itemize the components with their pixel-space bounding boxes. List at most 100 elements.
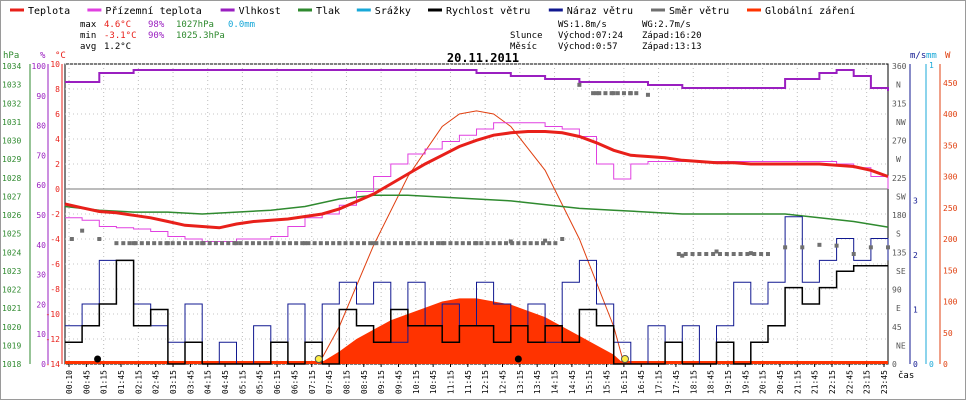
tick-time: 08:15 [342,370,351,394]
tick-direction-compass: S [896,230,901,239]
tick-ms: 2 [913,251,918,260]
point-wind-direction [133,241,138,246]
tick-time: 02:45 [152,370,161,394]
point-wind-direction [371,241,376,246]
tick-time: 06:45 [290,370,299,394]
point-wind-direction [170,241,175,246]
sunrise-marker [314,355,323,363]
point-wind-direction [80,228,85,233]
point-wind-direction [392,241,397,246]
tick-direction-deg: 45 [892,323,902,332]
sun-label: Slunce [510,31,543,41]
point-wind-direction [553,241,558,246]
legend-label: Tlak [316,6,340,17]
series-temperature [64,130,889,230]
point-wind-direction [127,241,132,246]
tick-time: 00:45 [82,370,91,394]
point-wind-direction [783,245,788,250]
tick-w: 300 [943,173,958,182]
legend-label: Srážky [375,5,411,17]
tick-celsius: -4 [50,235,60,244]
point-wind-direction [300,241,305,246]
point-wind-direction [405,241,410,246]
legend-label: Vlhkost [239,6,281,17]
tick-direction-deg: 180 [892,211,907,220]
point-wind-direction [547,241,552,246]
tick-direction-compass: SW [896,192,906,201]
point-wind-direction [318,241,323,246]
tick-direction-compass: NE [896,341,906,350]
point-wind-direction [411,241,416,246]
tick-hpa: 1026 [2,211,21,220]
stat-max-hum: 98% [148,20,165,30]
legend-label: Přízemní teplota [105,5,201,17]
legend-label: Směr větru [669,5,729,17]
tick-time: 18:45 [707,370,716,394]
tick-celsius: -2 [50,210,60,219]
stat-max-temp: 4.6°C [104,20,131,30]
point-wind-direction [697,252,702,256]
point-wind-direction [226,241,231,246]
chart-title: 20.11.2011 [447,51,519,65]
point-wind-direction [479,241,484,246]
tick-celsius: 2 [55,160,60,169]
wind-speed-info: WS:1.8m/s [558,20,607,30]
point-wind-direction [724,252,729,256]
tick-percent: 90 [36,92,46,101]
point-wind-direction [503,241,508,246]
point-wind-direction [362,241,367,246]
point-wind-direction [711,252,716,256]
tick-direction-deg: 0 [892,360,897,369]
tick-time: 01:45 [117,370,126,394]
series-global-radiation-area [318,298,624,364]
point-wind-direction [257,241,262,246]
tick-time: 22:15 [828,370,837,394]
point-wind-direction [343,241,348,246]
point-wind-direction [621,91,626,96]
point-wind-direction [868,245,873,250]
stat-max-press: 1027hPa [176,20,214,30]
point-wind-direction [609,91,614,96]
stat-min-press: 1025.3hPa [176,31,225,41]
point-wind-direction [152,241,157,246]
point-wind-direction [324,241,329,246]
point-wind-direction [528,241,533,246]
tick-percent: 40 [36,241,46,250]
tick-time: 19:15 [724,370,733,394]
tick-celsius: 8 [55,85,60,94]
tick-time: 21:15 [793,370,802,394]
tick-celsius: -14 [46,360,61,369]
tick-celsius: 4 [55,135,60,144]
tick-w: 50 [943,329,953,338]
tick-direction-compass: W [896,155,901,164]
point-wind-direction [591,91,596,96]
point-wind-direction [611,91,616,96]
tick-time: 11:45 [464,370,473,394]
tick-percent: 10 [36,330,46,339]
point-wind-direction [145,241,150,246]
point-wind-direction [731,252,736,256]
point-wind-direction [429,241,434,246]
tick-time: 09:45 [394,370,403,394]
point-wind-direction [97,237,102,241]
legend-label: Náraz větru [567,5,633,17]
point-wind-direction [541,241,546,246]
point-wind-direction [250,241,255,246]
point-wind-direction [294,241,299,246]
point-wind-direction [543,238,548,243]
point-wind-direction [69,237,74,241]
point-wind-direction [690,252,695,256]
tick-percent: 20 [36,300,46,309]
point-wind-direction [374,241,379,246]
tick-hpa: 1030 [2,137,21,146]
series-theoretical-radiation [318,110,625,365]
point-wind-direction [386,241,391,246]
point-wind-direction [577,82,582,87]
point-wind-direction [717,252,722,256]
tick-w: 350 [943,141,958,150]
point-wind-direction [189,241,194,246]
stat-max-rain: 0.0mm [228,20,255,30]
tick-mm: 0 [929,360,934,369]
tick-percent: 50 [36,211,46,220]
